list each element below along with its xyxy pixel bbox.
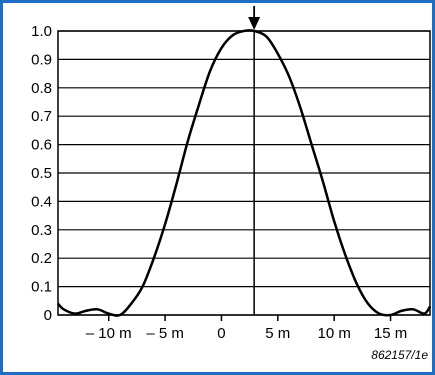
reference-code: 862157/1e <box>371 348 428 362</box>
x-axis-ticks <box>107 315 392 321</box>
x-tick-label: 10 m <box>318 325 351 342</box>
y-tick-label: 0.3 <box>31 222 52 239</box>
x-tick-label: – 5 m <box>146 325 184 342</box>
y-tick-label: 1.0 <box>31 23 52 40</box>
x-tick-label: 0 <box>217 325 225 342</box>
y-tick-label: 0 <box>44 307 52 324</box>
x-tick-label: 15 m <box>374 325 407 342</box>
y-tick-label: 0.8 <box>31 80 52 97</box>
y-tick-label: 0.4 <box>31 193 52 210</box>
y-tick-label: 0.6 <box>31 137 52 154</box>
y-axis-tick-labels: 0 0.1 0.2 0.3 0.4 0.5 0.6 0.7 0.8 0.9 1.0 <box>31 23 52 324</box>
x-axis-tick-labels: – 10 m – 5 m 0 5 m 10 m 15 m <box>86 325 407 342</box>
series-curve <box>57 29 432 317</box>
y-tick-label: 0.5 <box>31 165 52 182</box>
y-tick-label: 0.1 <box>31 279 52 296</box>
y-tick-label: 0.7 <box>31 108 52 125</box>
x-tick-label: 5 m <box>265 325 290 342</box>
y-tick-label: 0.9 <box>31 51 52 68</box>
peak-arrow-head <box>248 17 261 30</box>
x-tick-label: – 10 m <box>86 325 132 342</box>
grid-lines <box>58 30 430 316</box>
y-tick-label: 0.2 <box>31 250 52 267</box>
